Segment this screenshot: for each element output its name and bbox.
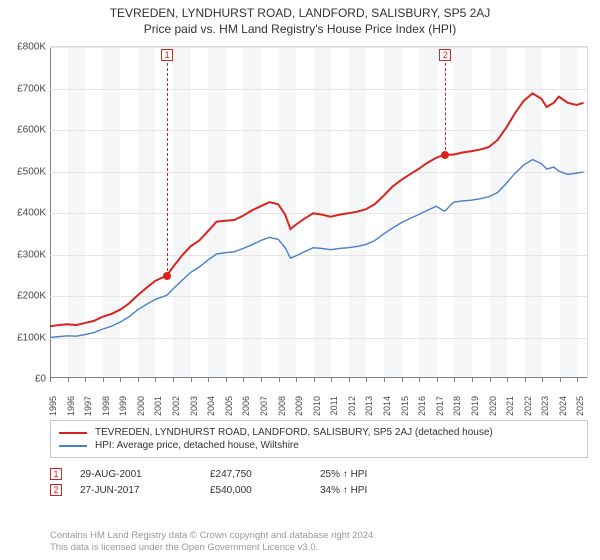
transaction-price: £540,000 (210, 485, 320, 496)
x-tick-label: 2014 (382, 396, 392, 416)
y-tick-label: £500K (17, 166, 46, 177)
y-tick-label: £800K (17, 42, 46, 53)
y-tick-label: £700K (17, 83, 46, 94)
x-ticks: 1995199619971998199920002001200220032004… (50, 378, 588, 396)
x-tick-label: 2009 (294, 396, 304, 416)
x-tick-label: 2007 (259, 396, 269, 416)
y-tick-label: £100K (17, 332, 46, 343)
x-tick-label: 2019 (470, 396, 480, 416)
marker-connector (445, 63, 446, 155)
marker-dot (163, 272, 171, 280)
legend-item-hpi: HPI: Average price, detached house, Wilt… (59, 439, 579, 452)
x-tick-label: 2011 (329, 396, 339, 415)
x-tick-label: 1997 (83, 396, 93, 416)
transaction-delta: 34% ↑ HPI (320, 485, 430, 496)
line-series-layer (50, 47, 587, 378)
legend-item-property: TEVREDEN, LYNDHURST ROAD, LANDFORD, SALI… (59, 426, 579, 439)
chart: £0£100K£200K£300K£400K£500K£600K£700K£80… (50, 46, 588, 396)
legend-swatch (59, 432, 87, 434)
legend: TEVREDEN, LYNDHURST ROAD, LANDFORD, SALI… (50, 420, 588, 458)
x-tick-label: 2022 (523, 396, 533, 416)
footnote-line: Contains HM Land Registry data © Crown c… (50, 530, 588, 542)
marker-box: 2 (439, 49, 451, 61)
x-tick-label: 2008 (277, 396, 287, 416)
transaction-row: 1 29-AUG-2001 £247,750 25% ↑ HPI (50, 466, 588, 482)
y-tick-label: £0 (35, 374, 46, 385)
x-tick-label: 2004 (206, 396, 216, 416)
x-tick-label: 1999 (118, 396, 128, 416)
x-tick-label: 2017 (435, 396, 445, 416)
y-tick-label: £200K (17, 291, 46, 302)
x-tick-label: 1998 (101, 396, 111, 416)
transaction-date: 27-JUN-2017 (80, 485, 210, 496)
x-tick-label: 2021 (505, 396, 515, 416)
chart-title: TEVREDEN, LYNDHURST ROAD, LANDFORD, SALI… (0, 6, 600, 20)
x-tick-label: 2016 (417, 396, 427, 416)
transaction-marker-icon: 1 (50, 468, 62, 480)
x-tick-label: 2006 (241, 396, 251, 416)
header: TEVREDEN, LYNDHURST ROAD, LANDFORD, SALI… (0, 0, 600, 36)
x-tick-label: 2000 (136, 396, 146, 416)
legend-swatch (59, 445, 87, 447)
x-tick-label: 2001 (153, 396, 163, 416)
x-tick-label: 2002 (171, 396, 181, 416)
x-tick-label: 2025 (575, 396, 585, 416)
x-tick-label: 2024 (558, 396, 568, 416)
x-tick-label: 2003 (189, 396, 199, 416)
series-line-property (50, 93, 584, 326)
footnote-line: This data is licensed under the Open Gov… (50, 542, 588, 554)
legend-label: HPI: Average price, detached house, Wilt… (95, 440, 299, 451)
x-tick-label: 2023 (540, 396, 550, 416)
x-tick-label: 2005 (224, 396, 234, 416)
x-tick-label: 2015 (400, 396, 410, 416)
y-tick-label: £600K (17, 125, 46, 136)
transaction-row: 2 27-JUN-2017 £540,000 34% ↑ HPI (50, 482, 588, 498)
transaction-marker-icon: 2 (50, 484, 62, 496)
y-tick-label: £300K (17, 249, 46, 260)
x-tick-label: 1996 (66, 396, 76, 416)
x-tick-label: 1995 (48, 396, 58, 416)
marker-dot (441, 151, 449, 159)
x-tick-label: 2013 (364, 396, 374, 416)
x-tick-label: 2012 (347, 396, 357, 416)
transaction-date: 29-AUG-2001 (80, 469, 210, 480)
transaction-delta: 25% ↑ HPI (320, 469, 430, 480)
footnote: Contains HM Land Registry data © Crown c… (50, 530, 588, 554)
series-line-hpi (50, 160, 584, 338)
legend-label: TEVREDEN, LYNDHURST ROAD, LANDFORD, SALI… (95, 427, 493, 438)
transactions-table: 1 29-AUG-2001 £247,750 25% ↑ HPI 2 27-JU… (50, 466, 588, 498)
plot-area: £0£100K£200K£300K£400K£500K£600K£700K£80… (50, 46, 588, 378)
x-tick-label: 2010 (312, 396, 322, 416)
marker-box: 1 (161, 49, 173, 61)
marker-connector (167, 63, 168, 276)
transaction-price: £247,750 (210, 469, 320, 480)
x-tick-label: 2020 (488, 396, 498, 416)
x-tick-label: 2018 (452, 396, 462, 416)
y-tick-label: £400K (17, 208, 46, 219)
chart-subtitle: Price paid vs. HM Land Registry's House … (0, 22, 600, 36)
